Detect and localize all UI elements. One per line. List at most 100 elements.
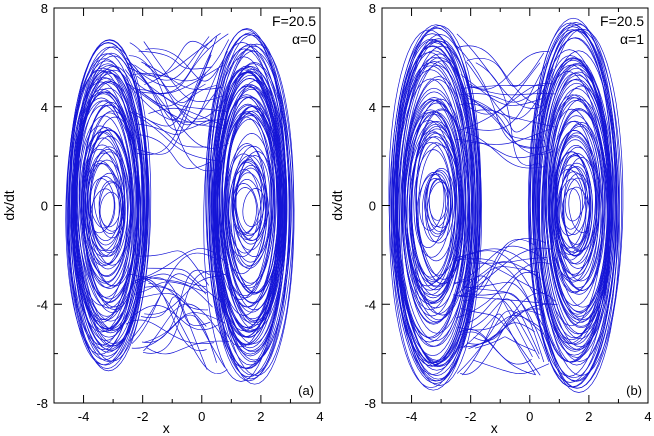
transition-line [131,252,218,344]
transition-line [125,319,215,345]
orbit-line [389,24,478,389]
orbit-line [235,172,264,235]
y-tick-label: 4 [369,100,376,115]
orbit-line [554,144,598,277]
transition-line [126,82,226,123]
orbit-line [555,168,587,249]
transition-line [134,281,208,295]
orbit-line [76,91,138,309]
orbit-line [428,178,449,221]
orbit-line [558,178,583,236]
orbit-line [404,111,460,296]
ticks-a: -4 -2 0 2 4 -8 -4 0 4 8 [36,1,323,424]
transition-line [466,84,556,96]
transition-line [128,83,226,129]
orbit-line [225,113,279,295]
transition-line [140,33,229,94]
orbit-line [561,152,597,251]
annotation-alpha-b: α=1 [620,31,644,47]
transition-line [140,296,207,327]
orbit-line [71,100,134,323]
orbit-line [77,82,145,331]
orbit-line [558,162,593,256]
trajectory-a [65,28,295,385]
orbit-line [203,33,286,382]
y-tick-label: 8 [369,1,376,16]
orbit-line [65,53,142,355]
orbit-line [222,96,284,323]
orbit-line [527,17,616,383]
transition-line [142,270,226,354]
orbit-line [215,94,278,328]
orbit-line [242,188,265,227]
orbit-line [392,52,471,357]
orbit-line [552,123,603,293]
transition-line [130,305,219,331]
orbit-line [535,55,611,345]
transition-line [467,310,542,345]
orbit-line [532,57,610,363]
transition-line [137,134,211,169]
transition-line [144,276,222,315]
transition-line [463,128,551,145]
x-tick-label: 2 [257,409,264,424]
transition-line [452,294,554,305]
orbit-line [410,125,460,283]
transition-line [145,48,228,82]
orbit-line [230,145,273,269]
panel-label-b: (b) [626,383,642,398]
y-tick-label: 4 [41,100,48,115]
transition-line [136,293,209,311]
x-tick-label: -4 [406,409,418,424]
orbit-line [551,139,597,283]
orbit-line [68,70,140,346]
transition-line [453,248,533,269]
orbit-line [557,165,590,253]
transition-line [135,278,207,352]
orbit-line [536,28,624,389]
orbit-line [547,120,596,279]
ticks-b: -4 -2 0 2 4 -8 -4 0 4 8 [364,1,651,424]
orbit-line [539,67,613,352]
transition-line [472,359,550,374]
transition-line [129,39,230,82]
transition-line [133,273,206,287]
orbit-line [218,88,283,333]
transition-line [461,84,545,89]
transition-line [455,250,540,304]
orbit-line [79,131,129,283]
orbit-line [415,142,457,262]
transition-line [128,55,220,172]
orbit-line [529,24,617,388]
orbit-line [560,166,588,235]
orbit-line [396,38,481,380]
orbit-line [424,178,449,235]
annotation-f-a: F=20.5 [272,13,316,29]
transition-line [457,315,541,331]
x-tick-label: -2 [465,409,477,424]
y-tick-label: -4 [36,297,48,312]
transition-line [465,61,554,120]
transition-line [453,275,533,358]
transition-line [465,93,545,141]
transition-line [144,41,209,85]
orbit-line [398,53,479,364]
transition-line [456,262,551,319]
orbit-line [543,74,612,335]
transition-line [456,45,540,149]
orbit-line [207,29,291,376]
orbit-line [393,40,477,375]
transition-line [129,273,207,342]
orbit-line [227,153,267,263]
orbit-line [421,171,451,243]
trajectory-b [388,17,624,393]
transition-line [456,310,545,374]
orbit-line [409,102,471,316]
orbit-line [538,64,611,341]
orbit-line [399,76,472,347]
orbit-line [90,188,115,234]
transition-line [138,277,208,370]
orbit-line [216,63,287,338]
orbit-line [545,78,613,327]
